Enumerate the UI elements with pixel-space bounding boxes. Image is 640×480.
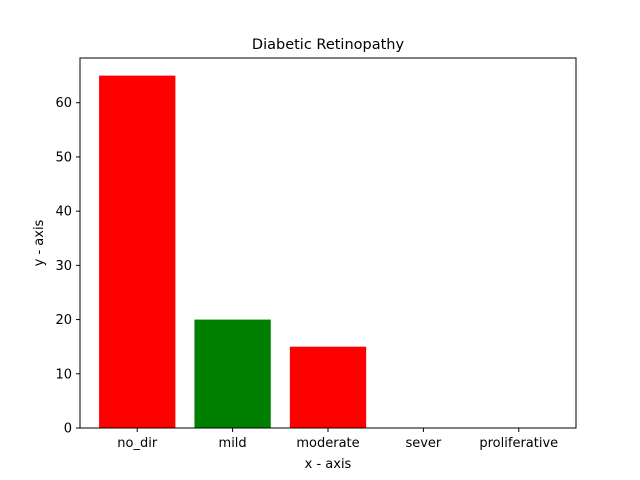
y-axis-label: y - axis xyxy=(32,219,47,266)
y-tick-label: 20 xyxy=(55,313,72,328)
y-axis-ticks: 0 10 20 30 40 50 60 xyxy=(55,96,80,437)
x-tick-label: no_dir xyxy=(117,436,158,451)
x-tick-label: moderate xyxy=(296,436,359,451)
y-tick-label: 60 xyxy=(55,96,72,111)
x-tick-label: proliferative xyxy=(479,436,558,451)
bar-no_dir xyxy=(99,75,176,429)
bar-mild xyxy=(194,319,271,428)
chart-title: Diabetic Retinopathy xyxy=(252,37,405,53)
y-tick-label: 10 xyxy=(55,367,72,382)
y-tick-label: 0 xyxy=(64,422,72,437)
y-tick-label: 30 xyxy=(55,259,72,274)
y-tick-label: 50 xyxy=(55,150,72,165)
x-axis-label: x - axis xyxy=(305,457,352,472)
x-axis-ticks: no_dir mild moderate sever proliferative xyxy=(117,428,558,451)
x-tick-label: sever xyxy=(405,436,441,451)
y-tick-label: 40 xyxy=(55,205,72,220)
bars-layer xyxy=(99,75,367,429)
bar-moderate xyxy=(289,346,367,428)
x-tick-label: mild xyxy=(219,436,247,451)
